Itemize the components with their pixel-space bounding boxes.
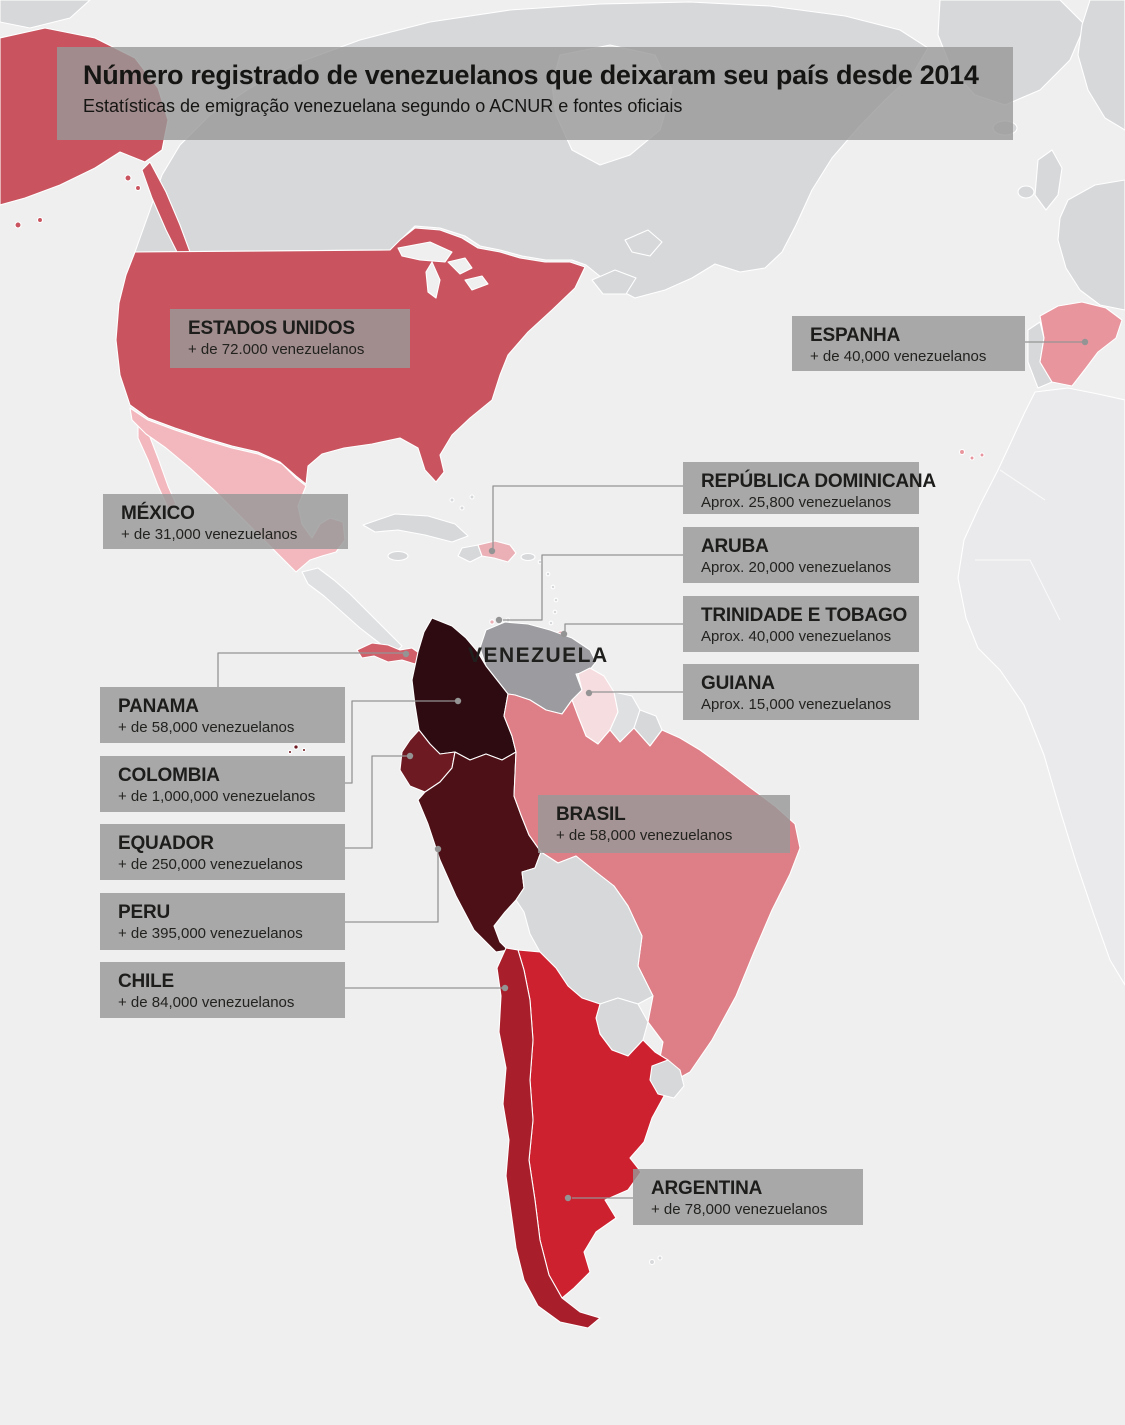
bahamas bbox=[459, 505, 465, 511]
country-name: ARUBA bbox=[701, 536, 769, 557]
lesser-antilles bbox=[552, 609, 558, 615]
aleutian-islands bbox=[14, 221, 22, 229]
label-guiana: GUIANA Aprox. 15,000 venezuelanos bbox=[683, 664, 919, 720]
venezuela-map-label: VENEZUELA bbox=[468, 644, 609, 667]
title-band: Número registrado de venezuelanos que de… bbox=[57, 47, 1013, 140]
country-name: ESPANHA bbox=[810, 325, 901, 346]
country-dominican-republic bbox=[477, 540, 517, 563]
country-spain bbox=[1039, 301, 1123, 387]
country-value: + de 58,000 venezuelanos bbox=[556, 827, 733, 844]
label-peru: PERU + de 395,000 venezuelanos bbox=[100, 893, 345, 950]
country-name: BRASIL bbox=[556, 804, 626, 825]
galapagos-islands bbox=[293, 744, 299, 750]
country-value: + de 58,000 venezuelanos bbox=[118, 719, 295, 736]
lesser-antilles bbox=[548, 620, 554, 626]
aruba-island bbox=[489, 619, 495, 625]
ireland bbox=[1017, 185, 1035, 199]
country-name: MÉXICO bbox=[121, 503, 195, 524]
canary-islands bbox=[979, 452, 985, 458]
canary-islands bbox=[958, 448, 966, 456]
lesser-antilles bbox=[550, 584, 556, 590]
united-kingdom bbox=[1034, 149, 1063, 211]
alaska-islands bbox=[124, 174, 132, 182]
label-colombia: COLOMBIA + de 1,000,000 venezuelanos bbox=[100, 756, 345, 812]
country-name: ESTADOS UNIDOS bbox=[188, 318, 355, 339]
country-name: PERU bbox=[118, 902, 170, 923]
newfoundland bbox=[624, 229, 663, 257]
lake-superior bbox=[397, 241, 453, 263]
label-espanha: ESPANHA + de 40,000 venezuelanos bbox=[792, 316, 1025, 371]
haiti bbox=[457, 544, 483, 563]
country-name: PANAMA bbox=[118, 696, 199, 717]
lesser-antilles bbox=[553, 597, 559, 603]
country-value: + de 1,000,000 venezuelanos bbox=[118, 788, 316, 805]
country-name: COLOMBIA bbox=[118, 765, 220, 786]
country-value: + de 84,000 venezuelanos bbox=[118, 994, 295, 1011]
country-russia bbox=[0, 0, 91, 29]
label-mexico: MÉXICO + de 31,000 venezuelanos bbox=[103, 494, 348, 549]
label-trinidade-e-tobago: TRINIDADE E TOBAGO Aprox. 40,000 venezue… bbox=[683, 596, 919, 652]
africa-borders bbox=[975, 469, 1061, 621]
country-name: ARGENTINA bbox=[651, 1178, 763, 1199]
lake-huron bbox=[447, 257, 473, 275]
country-name: TRINIDADE E TOBAGO bbox=[701, 605, 908, 626]
bahamas bbox=[469, 494, 475, 500]
galapagos-islands bbox=[287, 749, 293, 755]
country-value: + de 78,000 venezuelanos bbox=[651, 1201, 828, 1218]
galapagos-islands bbox=[301, 747, 307, 753]
label-argentina: ARGENTINA + de 78,000 venezuelanos bbox=[633, 1169, 863, 1225]
country-value: + de 250,000 venezuelanos bbox=[118, 856, 303, 873]
country-value: + de 72.000 venezuelanos bbox=[188, 341, 365, 358]
label-equador: EQUADOR + de 250,000 venezuelanos bbox=[100, 824, 345, 880]
country-value: Aprox. 20,000 venezuelanos bbox=[701, 559, 892, 576]
page-subtitle: Estatísticas de emigração venezuelana se… bbox=[83, 96, 683, 116]
country-value: + de 31,000 venezuelanos bbox=[121, 526, 298, 543]
lesser-antilles bbox=[537, 559, 543, 565]
country-value: Aprox. 40,000 venezuelanos bbox=[701, 628, 892, 645]
country-name: GUIANA bbox=[701, 673, 775, 694]
central-america bbox=[301, 567, 403, 655]
country-value: + de 395,000 venezuelanos bbox=[118, 925, 303, 942]
cuba bbox=[362, 513, 469, 543]
country-chile bbox=[496, 947, 601, 1329]
country-value: Aprox. 15,000 venezuelanos bbox=[701, 696, 892, 713]
jamaica bbox=[387, 550, 409, 562]
alaska-islands bbox=[134, 184, 142, 192]
canary-islands bbox=[969, 455, 975, 461]
bahamas bbox=[449, 497, 455, 503]
africa bbox=[957, 387, 1125, 986]
lake-erie bbox=[464, 275, 489, 291]
page-title: Número registrado de venezuelanos que de… bbox=[83, 60, 979, 90]
label-estados-unidos: ESTADOS UNIDOS + de 72.000 venezuelanos bbox=[170, 309, 410, 368]
falkland-islands bbox=[648, 1258, 656, 1266]
lesser-antilles bbox=[545, 571, 551, 577]
label-republica-dominicana: REPÚBLICA DOMINICANA Aprox. 25,800 venez… bbox=[683, 462, 936, 514]
country-value: Aprox. 25,800 venezuelanos bbox=[701, 494, 892, 511]
country-value: + de 40,000 venezuelanos bbox=[810, 348, 987, 365]
label-panama: PANAMA + de 58,000 venezuelanos bbox=[100, 687, 345, 743]
aleutian-islands bbox=[36, 216, 44, 224]
europe-mainland bbox=[1057, 179, 1125, 311]
label-aruba: ARUBA Aprox. 20,000 venezuelanos bbox=[683, 527, 919, 583]
country-name: EQUADOR bbox=[118, 833, 214, 854]
scandinavia bbox=[1077, 0, 1125, 131]
country-name: CHILE bbox=[118, 971, 175, 992]
country-name: REPÚBLICA DOMINICANA bbox=[701, 471, 936, 492]
puerto-rico bbox=[520, 552, 536, 562]
lake-michigan bbox=[425, 261, 441, 299]
falkland-islands bbox=[657, 1255, 663, 1261]
leader-lines bbox=[217, 338, 1089, 1202]
nova-scotia bbox=[591, 269, 637, 295]
label-brasil: BRASIL + de 58,000 venezuelanos bbox=[538, 795, 790, 853]
label-chile: CHILE + de 84,000 venezuelanos bbox=[100, 962, 345, 1018]
uruguay bbox=[649, 1059, 685, 1099]
